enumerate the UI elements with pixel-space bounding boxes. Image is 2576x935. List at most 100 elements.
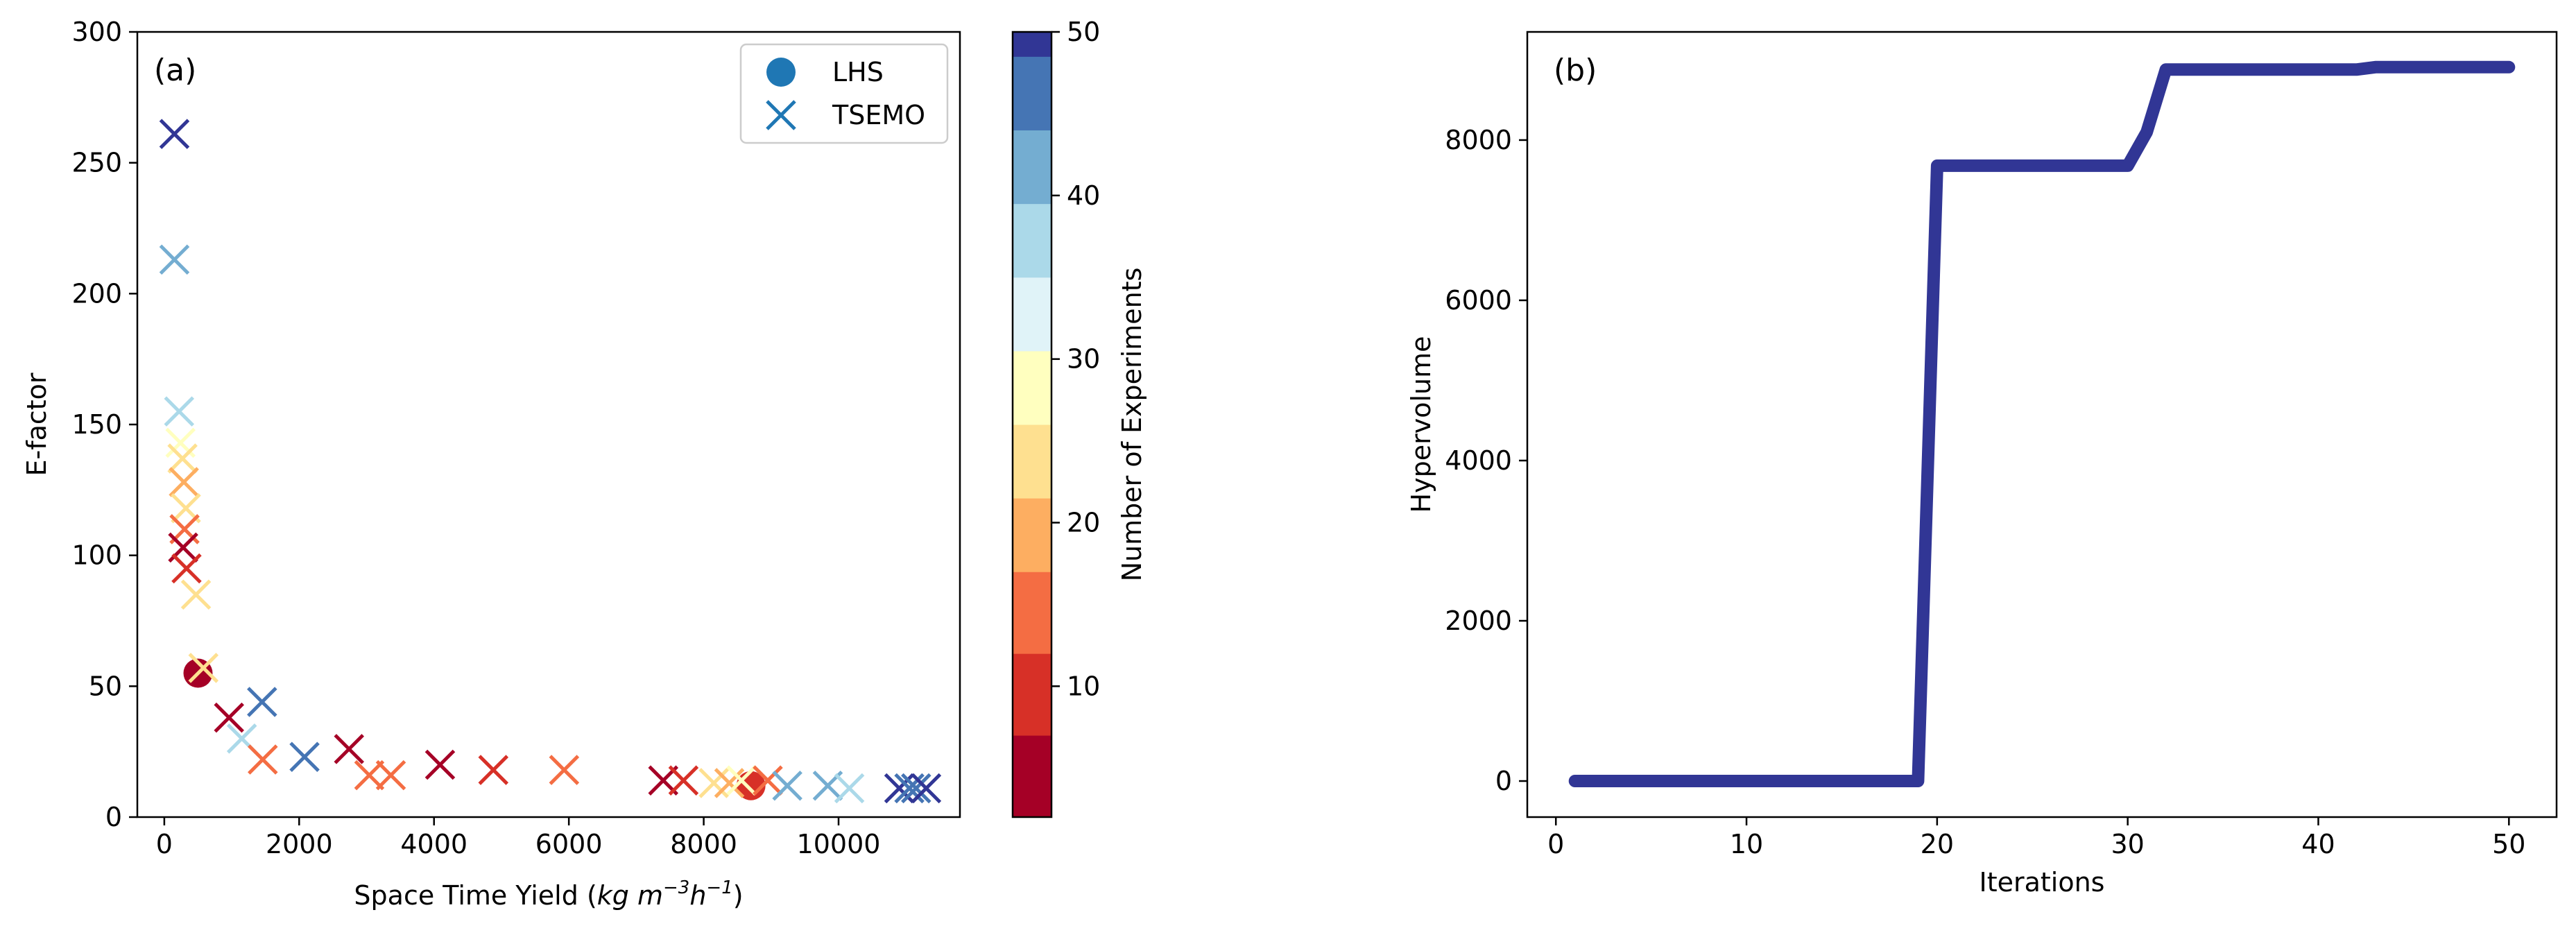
line-y-tick-label: 8000 [1445, 125, 1512, 155]
line-x-tick-label: 40 [2301, 829, 2335, 859]
tsemo-point [159, 119, 190, 149]
line-panel-label: (b) [1554, 53, 1597, 88]
tsemo-point-stroke [214, 702, 244, 733]
colorbar-bin [1013, 350, 1051, 425]
tsemo-point-stroke [375, 760, 406, 791]
line-x-tick-label: 30 [2111, 829, 2144, 859]
colorbar-bin [1013, 653, 1051, 736]
colorbar-tick-label: 30 [1067, 344, 1100, 375]
scatter-x-tick-label: 6000 [535, 829, 603, 859]
tsemo-point [698, 768, 729, 798]
tsemo-point [188, 653, 219, 683]
tsemo-point [248, 744, 278, 775]
colorbar-bin [1013, 498, 1051, 572]
line-y-tick-label: 2000 [1445, 606, 1512, 636]
scatter-y-tick-label: 200 [71, 278, 122, 309]
scatter-y-tick-label: 100 [71, 540, 122, 571]
tsemo-point-stroke [226, 723, 257, 754]
colorbar-tick-label: 40 [1067, 180, 1100, 211]
tsemo-point-stroke [289, 741, 320, 772]
tsemo-point-stroke [901, 773, 931, 804]
scatter-x-tick-label: 10000 [797, 829, 881, 859]
tsemo-point-stroke [180, 579, 212, 610]
colorbar-bin [1013, 277, 1051, 352]
tsemo-point [334, 734, 365, 764]
tsemo-point [375, 760, 406, 791]
colorbar-bin [1013, 203, 1051, 278]
line-y-tick-label: 6000 [1445, 285, 1512, 316]
tsemo-point-stroke [772, 770, 802, 801]
colorbar-label: Number of Experiments [1117, 268, 1147, 582]
tsemo-point-stroke [911, 773, 942, 804]
tsemo-point [668, 765, 699, 796]
tsemo-point-stroke [188, 653, 219, 683]
tsemo-point-stroke [424, 749, 456, 780]
tsemo-point [478, 755, 509, 785]
tsemo-point-stroke [159, 119, 190, 149]
tsemo-point [159, 244, 190, 275]
scatter-x-axis-label: Space Time Yield (kg m−3h−1) [354, 877, 743, 911]
scatter-y-ticks: 0 50 100 150 200 250 300 [71, 17, 137, 832]
tsemo-point-stroke [159, 244, 190, 275]
line-x-axis-label: Iterations [1980, 867, 2105, 898]
tsemo-point-stroke [726, 765, 757, 796]
scatter-y-tick-label: 0 [105, 802, 122, 832]
colorbar-tick-label: 50 [1067, 17, 1100, 47]
tsemo-point [180, 579, 212, 610]
line-x-tick-label: 0 [1547, 829, 1564, 859]
scatter-plot-frame [136, 31, 961, 818]
tsemo-point [714, 768, 745, 798]
tsemo-point [289, 741, 320, 772]
tsemo-point [753, 765, 783, 796]
line-x-tick-label: 50 [2492, 829, 2525, 859]
scatter-y-tick-label: 250 [71, 148, 122, 178]
tsemo-point-stroke [165, 427, 196, 458]
scatter-x-tick-label: 2000 [266, 829, 333, 859]
scatter-x-tick-label: 8000 [670, 829, 737, 859]
tsemo-point [834, 773, 865, 804]
tsemo-point-stroke [334, 734, 365, 764]
line-y-tick-label: 4000 [1445, 445, 1512, 476]
scatter-x-tick-label: 0 [156, 829, 173, 859]
colorbar-bins [1013, 32, 1051, 818]
legend: LHS TSEMO [739, 43, 949, 144]
tsemo-point [911, 773, 942, 804]
tsemo-point [167, 443, 198, 474]
scatter-x-ticks: 0 2000 4000 6000 8000 10000 [156, 817, 881, 859]
tsemo-point-stroke [834, 773, 865, 804]
scatter-y-tick-label: 300 [71, 17, 122, 47]
tsemo-point-stroke [354, 760, 385, 791]
tsemo-point [171, 553, 202, 584]
tsemo-point [354, 760, 385, 791]
legend-tsemo-label: TSEMO [832, 100, 925, 130]
colorbar-bin [1013, 424, 1051, 499]
scatter-y-axis-label: E-factor [22, 372, 52, 476]
tsemo-point-stroke [167, 443, 198, 474]
tsemo-point [164, 396, 195, 427]
line-y-axis-label: Hypervolume [1406, 336, 1436, 513]
tsemo-point [424, 749, 456, 780]
legend-lhs-label: LHS [832, 57, 884, 87]
tsemo-point-stroke [753, 765, 783, 796]
tsemo-point-stroke [698, 768, 729, 798]
scatter-panel-label: (a) [154, 53, 196, 88]
tsemo-point-stroke [169, 467, 199, 497]
tsemo-point-stroke [248, 744, 278, 775]
tsemo-point [214, 702, 244, 733]
line-x-ticks: 0 10 20 30 40 50 [1547, 817, 2525, 859]
tsemo-point-stroke [668, 765, 699, 796]
line-panel: 0 10 20 30 40 50 0 2000 4000 6000 8000 (b) Iterat… [1406, 31, 2558, 898]
line-x-tick-label: 20 [1921, 829, 1954, 859]
tsemo-point-stroke [164, 396, 195, 427]
scatter-y-tick-label: 50 [89, 671, 122, 701]
tsemo-point-stroke [171, 492, 201, 524]
scatter-panel: 0 2000 4000 6000 8000 10000 0 50 100 150 200 250 30… [22, 17, 1147, 911]
tsemo-point-stroke [478, 755, 509, 785]
tsemo-point-stroke [549, 755, 580, 785]
line-plot-frame [1526, 31, 2558, 818]
tsemo-point-stroke [714, 768, 745, 798]
tsemo-point [901, 773, 931, 804]
colorbar-bin [1013, 32, 1051, 57]
colorbar-frame [1011, 31, 1053, 818]
